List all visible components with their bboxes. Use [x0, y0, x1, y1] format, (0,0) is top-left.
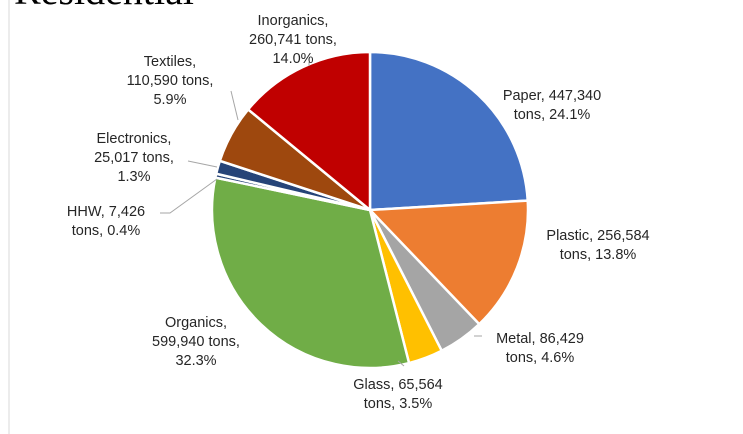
data-label-line: tons, 4.6% — [506, 350, 575, 366]
data-label-line: Paper, 447,340 — [503, 88, 601, 104]
data-label-line: 599,940 tons, — [152, 334, 240, 350]
data-label-line: 32.3% — [175, 353, 216, 369]
data-label-line: HHW, 7,426 — [67, 204, 145, 220]
data-label-line: tons, 3.5% — [364, 396, 433, 412]
data-label-line: 5.9% — [153, 92, 186, 108]
leader-lines — [160, 62, 482, 367]
data-label-line: Textiles, — [144, 54, 196, 70]
data-label-line: Inorganics, — [258, 13, 329, 29]
data-label-line: 110,590 tons, — [127, 73, 214, 89]
pie-slices — [210, 50, 530, 370]
data-label-line: Glass, 65,564 — [353, 377, 442, 393]
data-labels: Paper, 447,340 tons, 24.1% Plastic, 256,58… — [67, 13, 650, 412]
data-label-electronics: Electronics, 25,017 tons, 1.3% — [94, 131, 174, 185]
data-label-paper: Paper, 447,340 tons, 24.1% — [503, 88, 601, 123]
leader-line-hhw — [160, 178, 218, 214]
chart-title: Residential — [14, 0, 194, 13]
data-label-inorganics: Inorganics, 260,741 tons, 14.0% — [249, 13, 337, 67]
data-label-line: 14.0% — [272, 51, 313, 67]
data-label-glass: Glass, 65,564 tons, 3.5% — [353, 377, 442, 412]
pie-slice-organics — [210, 176, 411, 370]
data-label-line: tons, 13.8% — [560, 247, 637, 263]
data-label-line: tons, 0.4% — [72, 223, 141, 239]
data-label-hhw: HHW, 7,426 tons, 0.4% — [67, 204, 145, 239]
pie-slice-inorganics — [246, 50, 372, 213]
data-label-line: Electronics, — [97, 131, 172, 147]
data-label-metal: Metal, 86,429 tons, 4.6% — [496, 331, 584, 366]
data-label-line: 1.3% — [117, 169, 150, 185]
leader-line-electronics — [187, 160, 218, 168]
data-label-line: Metal, 86,429 — [496, 331, 584, 347]
leader-line-textiles — [230, 90, 239, 121]
data-label-textiles: Textiles, 110,590 tons, 5.9% — [127, 54, 214, 108]
pie-slice-paper — [368, 50, 530, 212]
pie-slice-plastic — [367, 199, 530, 326]
data-label-line: 25,017 tons, — [94, 150, 174, 166]
data-label-plastic: Plastic, 256,584 tons, 13.8% — [546, 228, 649, 263]
data-label-line: 260,741 tons, — [249, 32, 337, 48]
leader-line-glass — [397, 360, 405, 367]
data-label-line: Plastic, 256,584 — [546, 228, 649, 244]
data-label-line: Organics, — [165, 315, 227, 331]
data-label-line: tons, 24.1% — [514, 107, 591, 123]
data-label-organics: Organics, 599,940 tons, 32.3% — [152, 315, 240, 369]
